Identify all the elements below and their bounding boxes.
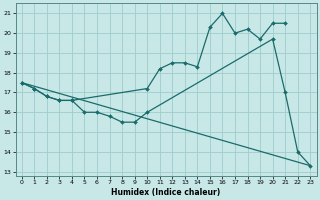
X-axis label: Humidex (Indice chaleur): Humidex (Indice chaleur) bbox=[111, 188, 221, 197]
